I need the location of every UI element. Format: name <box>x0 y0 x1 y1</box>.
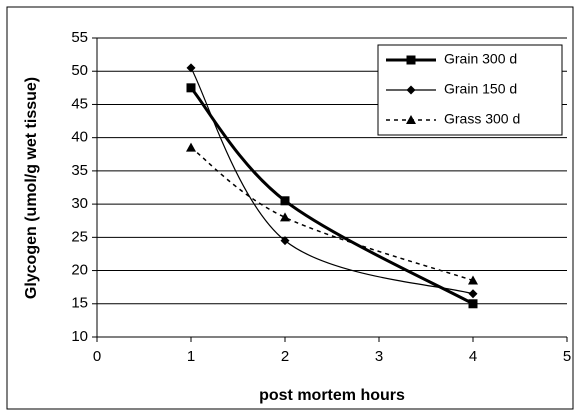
y-tick-label: 30 <box>71 195 88 212</box>
y-tick-label: 25 <box>71 228 88 245</box>
y-tick-label: 20 <box>71 262 88 279</box>
legend-label: Grain 150 d <box>444 81 517 97</box>
x-tick-label: 5 <box>563 348 571 365</box>
y-tick-label: 40 <box>71 129 88 146</box>
data-point <box>468 289 478 299</box>
y-tick-label: 35 <box>71 162 88 179</box>
x-tick-label: 3 <box>375 348 383 365</box>
data-point <box>186 142 196 152</box>
data-point <box>280 236 290 246</box>
data-point <box>468 299 478 309</box>
x-tick-label: 0 <box>93 348 101 365</box>
x-tick-label: 2 <box>281 348 289 365</box>
y-axis-label: Glycogen (umol/g wet tissue) <box>23 77 40 299</box>
series-line <box>190 147 474 282</box>
legend-marker <box>406 115 416 124</box>
data-point <box>186 63 196 73</box>
legend-marker <box>406 55 416 65</box>
legend-label: Grass 300 d <box>444 111 520 127</box>
data-point <box>280 212 290 222</box>
x-axis-label: post mortem hours <box>259 387 405 404</box>
legend-marker <box>406 85 416 95</box>
data-point <box>186 83 196 93</box>
x-tick-label: 1 <box>187 348 195 365</box>
data-point <box>280 196 290 206</box>
data-point <box>468 275 478 285</box>
y-tick-label: 55 <box>71 29 88 46</box>
y-tick-label: 15 <box>71 295 88 312</box>
y-tick-label: 50 <box>71 62 88 79</box>
legend-label: Grain 300 d <box>444 51 517 67</box>
y-tick-label: 45 <box>71 95 88 112</box>
x-tick-label: 4 <box>469 348 477 365</box>
y-tick-label: 10 <box>71 328 88 345</box>
